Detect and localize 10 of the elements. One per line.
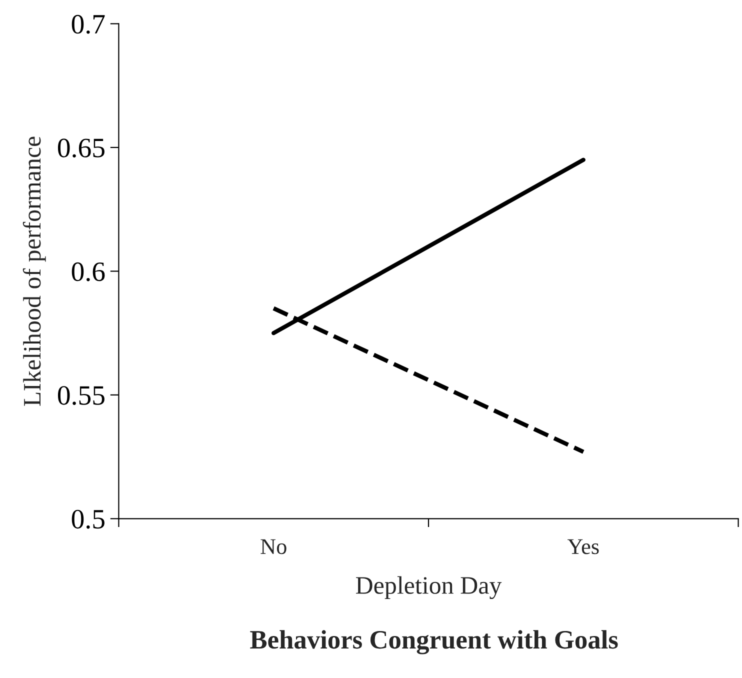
y-tick-label: 0.6 [72, 262, 105, 282]
x-axis-title: Depletion Day [356, 576, 502, 600]
y-tick-label: 0.65 [58, 138, 104, 158]
text: Behaviors Congruent with Goals [250, 630, 618, 654]
y-tick-label: 0.7 [72, 14, 105, 34]
x-tick-label: Yes [567, 539, 599, 554]
y-tick-label: 0.55 [58, 386, 104, 405]
y-axis-title: LIkelihood of performance [22, 136, 46, 406]
x-tick-label: No [260, 539, 286, 554]
y-tick-label: 0.5 [72, 510, 104, 529]
